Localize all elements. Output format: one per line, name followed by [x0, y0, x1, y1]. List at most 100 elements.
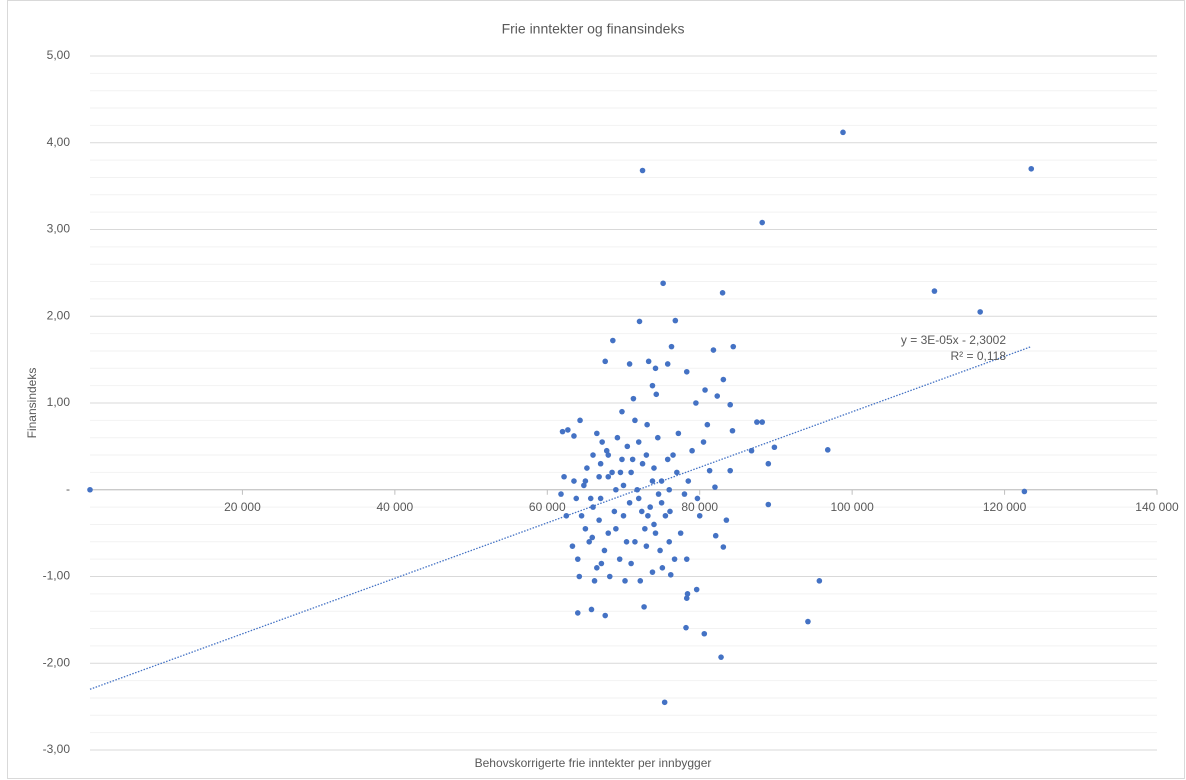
point [645, 358, 652, 365]
point [700, 439, 707, 445]
point [694, 495, 701, 502]
point [603, 447, 610, 454]
point [581, 482, 587, 489]
point [714, 393, 721, 399]
point [729, 427, 736, 434]
point [667, 571, 674, 578]
point [1028, 165, 1035, 172]
point [712, 532, 719, 539]
point [683, 595, 690, 601]
point [626, 499, 633, 506]
point [601, 547, 608, 554]
point [591, 578, 598, 584]
x-axis-title: Behovskorrigerte frie inntekter per innb… [475, 756, 712, 770]
point [653, 391, 660, 398]
point [652, 365, 659, 372]
point [565, 427, 571, 433]
point [610, 337, 616, 344]
point [617, 469, 624, 476]
y-tick-label: 3,00 [47, 222, 71, 236]
point [635, 439, 642, 445]
point [602, 358, 609, 365]
x-tick-label: 140 000 [1135, 500, 1179, 514]
point [637, 578, 644, 584]
point [588, 606, 595, 613]
point [718, 654, 724, 660]
point [977, 309, 983, 315]
x-tick-label: 80 000 [681, 500, 718, 514]
point [685, 478, 692, 484]
point [754, 419, 760, 425]
point [816, 578, 823, 584]
point [624, 443, 631, 450]
point [602, 612, 609, 619]
point [684, 591, 691, 597]
point [582, 525, 589, 532]
point [649, 478, 656, 484]
point [664, 361, 671, 367]
point [605, 452, 612, 458]
point [647, 504, 653, 510]
point [620, 482, 627, 489]
point [577, 417, 583, 424]
x-tick-label: 40 000 [377, 500, 414, 514]
point [571, 433, 577, 439]
chart-frame [7, 0, 1185, 779]
point [701, 630, 708, 637]
point [639, 460, 646, 467]
point [662, 512, 669, 519]
point [643, 543, 650, 549]
point [613, 486, 619, 493]
point [658, 478, 665, 484]
x-tick-label: 120 000 [983, 500, 1027, 514]
point [594, 565, 600, 571]
point [765, 460, 772, 467]
point [597, 495, 604, 502]
point [683, 624, 689, 631]
point [619, 408, 625, 415]
point [597, 460, 604, 467]
point [571, 478, 577, 484]
point [730, 343, 737, 350]
point [759, 419, 766, 425]
point [720, 376, 727, 383]
point [824, 447, 831, 453]
point [559, 428, 566, 435]
point [706, 467, 713, 474]
point [613, 525, 619, 532]
point [661, 699, 668, 706]
point [574, 610, 581, 616]
point [605, 530, 612, 536]
point [576, 573, 583, 580]
point [674, 469, 680, 476]
point [611, 508, 618, 515]
trendline-label: y = 3E-05x - 2,3002 [901, 333, 1006, 347]
point [654, 434, 661, 441]
x-tick-label: 60 000 [529, 500, 566, 514]
point [1021, 488, 1028, 495]
point [636, 318, 643, 325]
point [87, 486, 93, 493]
x-tick-label: 20 000 [224, 500, 261, 514]
point [641, 604, 647, 610]
point [558, 491, 564, 497]
point [652, 530, 659, 536]
point [696, 512, 703, 519]
y-tick-label: 4,00 [47, 135, 71, 149]
point [594, 430, 600, 437]
trendline-label: R² = 0,118 [951, 349, 1007, 363]
point [649, 382, 656, 389]
point [629, 456, 636, 463]
point [664, 456, 671, 463]
point [657, 547, 663, 554]
point [693, 400, 699, 406]
trendline [89, 346, 1032, 690]
point [693, 586, 700, 593]
point [683, 368, 690, 375]
point [660, 280, 666, 287]
point [630, 395, 637, 402]
y-tick-label: -1,00 [43, 569, 71, 583]
point [649, 569, 656, 575]
point [599, 439, 605, 445]
